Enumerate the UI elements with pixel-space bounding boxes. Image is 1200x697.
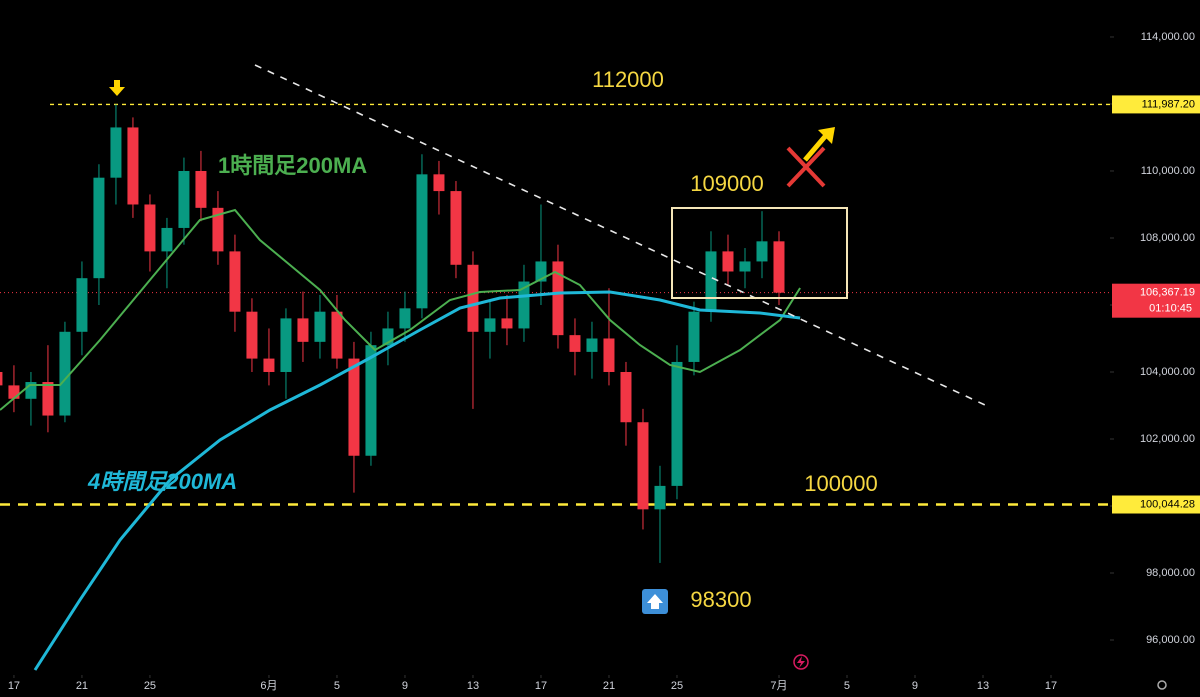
candle-body	[501, 318, 513, 329]
candle-body	[518, 281, 530, 329]
candle-body	[76, 278, 88, 332]
ma-line	[33, 290, 801, 671]
settings-icon[interactable]	[1157, 680, 1167, 690]
candle-body	[467, 264, 479, 332]
y-tick-label: 102,000.00	[1140, 433, 1195, 445]
candle-body	[280, 318, 292, 372]
last-price-bg	[1112, 283, 1200, 318]
candle-body	[433, 174, 445, 192]
plot-area	[0, 36, 1114, 678]
annotation: 98300	[690, 587, 751, 612]
candle-body	[552, 261, 564, 336]
candle-body	[399, 308, 411, 329]
x-tick-label: 13	[467, 680, 479, 692]
annotation: 100000	[804, 471, 877, 496]
x-tick-label: 5	[334, 680, 340, 692]
candle-body	[382, 328, 394, 346]
candle-body	[144, 204, 156, 252]
price-label-bg	[1112, 495, 1200, 514]
price-label-bg	[1112, 95, 1200, 114]
candle-body	[246, 311, 258, 359]
lightning-icon	[793, 654, 809, 670]
x-tick-label: 21	[603, 680, 615, 692]
candle-body	[773, 241, 785, 293]
candle-body	[110, 127, 122, 178]
candle-body	[739, 261, 751, 272]
x-tick-label: 9	[912, 680, 918, 692]
candle-body	[416, 174, 428, 309]
candle-body	[705, 251, 717, 312]
y-tick-label: 110,000.00	[1141, 165, 1195, 177]
candle-body	[229, 251, 241, 312]
candle-body	[654, 485, 666, 510]
candle-body	[365, 345, 377, 456]
candle-body	[688, 311, 700, 362]
candle-body	[178, 170, 190, 228]
candle-body	[620, 371, 632, 423]
candle-body	[212, 207, 224, 252]
candle-body	[93, 177, 105, 279]
candle-body	[263, 358, 275, 372]
candle-body	[756, 241, 768, 262]
x-tick-label: 13	[977, 680, 989, 692]
x-tick-label: 9	[402, 680, 408, 692]
down-arrow-marker	[109, 80, 125, 96]
ma-line	[0, 208, 801, 411]
candle-body	[450, 191, 462, 265]
y-tick-label: 96,000.00	[1146, 634, 1195, 646]
candle-body	[484, 318, 496, 332]
candle-body	[0, 371, 3, 386]
candle-body	[535, 261, 547, 282]
candle-body	[127, 127, 139, 205]
x-tick-label: 17	[8, 680, 20, 692]
y-tick-label: 108,000.00	[1140, 232, 1195, 244]
candle-body	[331, 311, 343, 359]
price-label: 100,044.28	[1140, 498, 1195, 510]
candle-body	[671, 361, 683, 486]
x-tick-label: 7月	[770, 680, 787, 692]
x-tick-label: 21	[76, 680, 88, 692]
candle-body	[603, 338, 615, 372]
last-price-label: 106,367.19	[1140, 287, 1195, 299]
x-tick-label: 5	[844, 680, 850, 692]
annotation: 112000	[592, 67, 664, 92]
x-tick-label: 17	[535, 680, 547, 692]
candle-body	[8, 385, 20, 399]
candle-body	[637, 422, 649, 510]
x-tick-label: 6月	[260, 680, 277, 692]
x-tick-label: 25	[671, 680, 683, 692]
candle-body	[348, 358, 360, 456]
y-tick-label: 104,000.00	[1140, 366, 1195, 378]
candle-body	[42, 382, 54, 416]
candle-body	[297, 318, 309, 342]
up-arrow-badge	[642, 589, 668, 614]
y-tick-label: 114,000.00	[1141, 31, 1195, 43]
series-label: 1時間足200MA	[218, 153, 367, 178]
candle-body	[569, 335, 581, 352]
cross-icon	[786, 146, 826, 188]
series-label: 4時間足200MA	[87, 469, 237, 494]
candle-body	[25, 382, 37, 399]
up-arrow-icon	[803, 127, 835, 162]
candle-body	[195, 170, 207, 208]
price-label: 111,987.20	[1142, 98, 1195, 110]
countdown: 01:10:45	[1149, 303, 1192, 315]
x-tick-label: 25	[144, 680, 156, 692]
x-tick-label: 17	[1045, 680, 1057, 692]
candle-body	[722, 251, 734, 272]
range-box	[671, 207, 848, 299]
candle-body	[161, 227, 173, 252]
candle-body	[314, 311, 326, 342]
annotation: 109000	[690, 171, 763, 196]
candle-body	[586, 338, 598, 352]
candle-body	[59, 331, 71, 416]
y-tick-label: 98,000.00	[1146, 567, 1195, 579]
